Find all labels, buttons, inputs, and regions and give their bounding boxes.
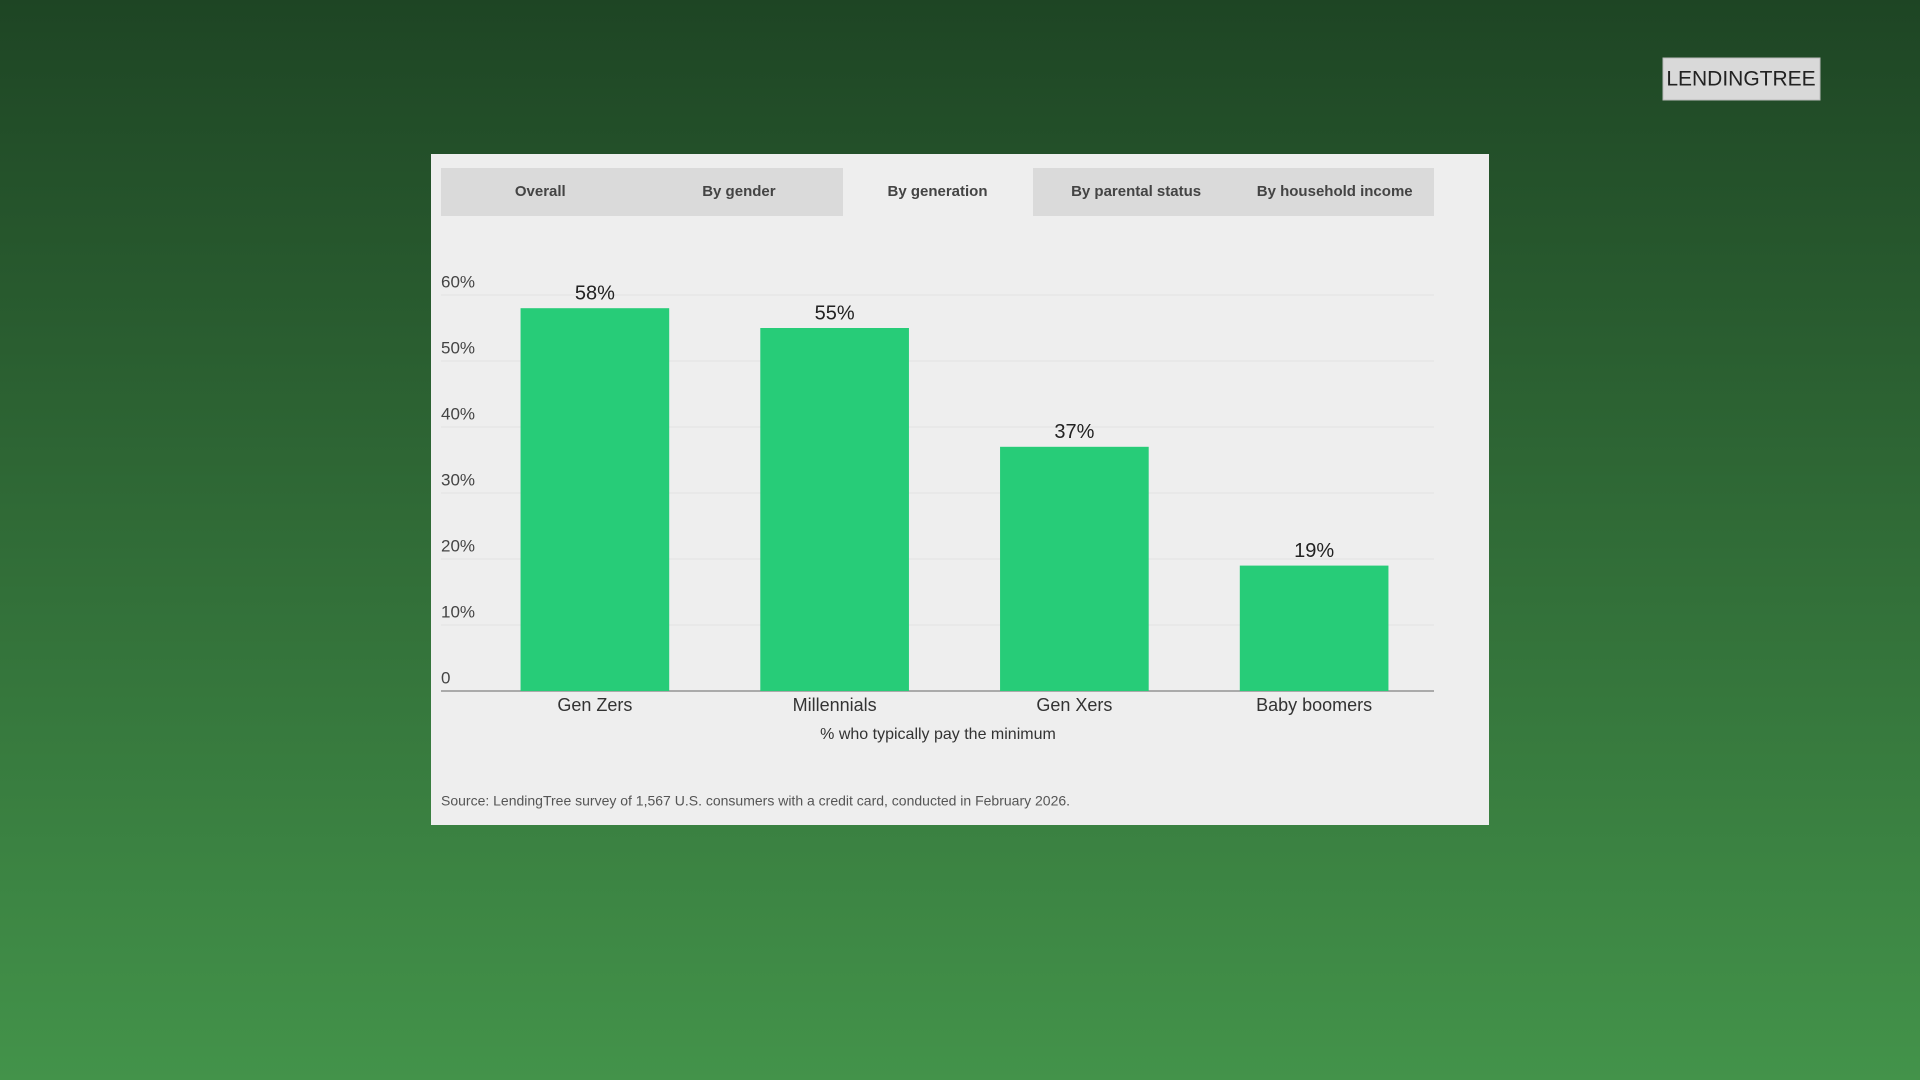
x-tick-label: Baby boomers: [1256, 695, 1372, 715]
x-tick-label: Gen Xers: [1036, 695, 1112, 715]
data-label: 55%: [815, 302, 855, 324]
logo-box: [1662, 57, 1821, 101]
y-tick-label: 0: [441, 668, 450, 687]
x-tick-label: Gen Zers: [557, 695, 632, 715]
tab[interactable]: By household income: [1257, 183, 1413, 200]
active-tab: [843, 168, 1033, 218]
source-note: Source: LendingTree survey of 1,567 U.S.…: [441, 793, 1070, 809]
y-tick-label: 10%: [441, 602, 475, 621]
y-tick-label: 40%: [441, 404, 475, 423]
y-tick-label: 30%: [441, 470, 475, 489]
tab[interactable]: By parental status: [1071, 183, 1201, 200]
bar: [520, 308, 670, 691]
bar: [1000, 446, 1149, 691]
data-label: 58%: [575, 282, 615, 304]
data-label: 19%: [1294, 540, 1334, 562]
tab[interactable]: By gender: [702, 183, 776, 200]
y-tick-label: 60%: [441, 272, 475, 291]
bar: [760, 328, 909, 691]
y-tick-label: 50%: [441, 338, 475, 357]
x-axis-label: % who typically pay the minimum: [820, 726, 1056, 743]
tab[interactable]: By generation: [887, 183, 987, 200]
y-tick-label: 20%: [441, 536, 475, 555]
bar: [1239, 565, 1389, 691]
data-label: 37%: [1054, 421, 1094, 443]
logo: LENDINGTREE: [1666, 68, 1815, 91]
tab[interactable]: Overall: [515, 183, 566, 200]
x-tick-label: Millennials: [793, 695, 877, 715]
